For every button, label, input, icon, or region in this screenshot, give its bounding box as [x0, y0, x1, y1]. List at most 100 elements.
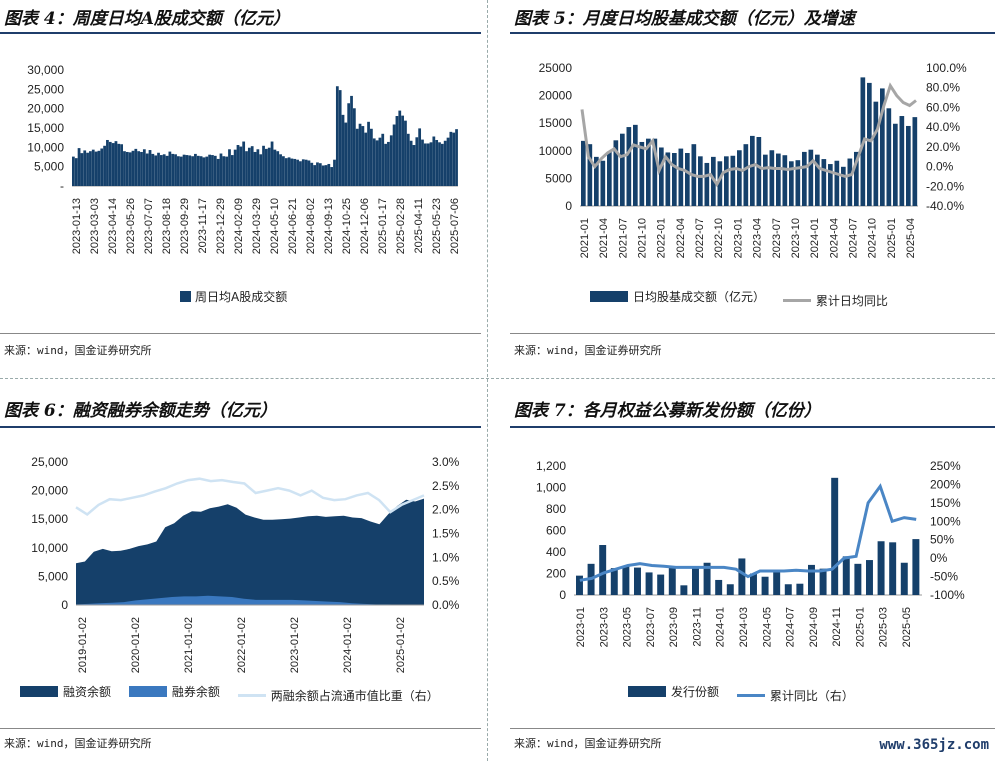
bar	[310, 162, 314, 186]
bar	[821, 159, 827, 206]
line-series-yoy	[580, 82, 917, 188]
bar	[854, 151, 859, 206]
y-tick-label-left: 0	[61, 598, 68, 612]
bar	[776, 153, 781, 206]
bar	[108, 141, 112, 186]
bar	[828, 164, 833, 206]
bar	[659, 147, 664, 206]
bar	[867, 82, 872, 206]
legend-label: 累计日均同比	[815, 294, 888, 308]
y-tick-label: 30,000	[27, 63, 64, 77]
bar	[293, 158, 297, 186]
bar	[387, 141, 390, 186]
y-tick-label-left: 200	[546, 567, 566, 581]
bar	[657, 574, 665, 595]
bar	[100, 148, 104, 186]
margin-balance-chart: 0 5,000 10,000 15,000 20,000 25,000 0.0% 0.5% 1.…	[31, 455, 460, 673]
legend-swatch-bar	[590, 291, 628, 302]
bar	[384, 143, 387, 186]
bar	[273, 149, 277, 186]
bar	[216, 158, 220, 186]
x-tick-label: 2023-09-29	[179, 198, 191, 254]
source-note: 来源：wind，国金证券研究所	[514, 737, 662, 750]
x-tick-label: 2023-07	[645, 607, 657, 647]
bar	[162, 154, 166, 186]
bar	[808, 149, 814, 206]
chart-legend: 发行份额 累计同比（右）	[628, 683, 868, 704]
bar	[276, 151, 280, 186]
bar	[77, 148, 81, 186]
bar	[355, 128, 359, 186]
bar	[94, 151, 98, 186]
bar	[698, 156, 703, 206]
x-tick-label: 2024-01	[809, 218, 821, 258]
bar	[247, 147, 251, 186]
bar	[318, 163, 322, 186]
fund-issuance-chart: 0 200 400 600 800 1,000 1,200 -100% -50% 0% 50% 100…	[536, 459, 965, 647]
y-tick-label-left: 15,000	[31, 512, 68, 526]
bar	[795, 160, 801, 206]
bar	[361, 126, 365, 186]
y-tick-label-left: 10,000	[31, 541, 68, 555]
bar	[174, 154, 177, 186]
panel-fund-issuance: 图表 7：各月权益公募新发份额（亿份） 0 200 400 600 800 1,000 1,…	[490, 392, 995, 761]
source-note: 来源：wind，国金证券研究所	[4, 344, 152, 357]
x-tick-label: 2025-01-02	[395, 617, 407, 673]
bar	[128, 152, 132, 186]
title-rule	[0, 426, 481, 428]
area-financing	[76, 498, 424, 605]
bar	[265, 148, 268, 186]
bar	[392, 124, 396, 186]
y-tick-label-left: 400	[546, 545, 566, 559]
x-tick-label: 2024-09-13	[323, 198, 335, 254]
y-tick-label-right: 0.0%	[432, 598, 460, 612]
vertical-divider	[487, 0, 488, 761]
y-tick-label-right: 100.0%	[926, 61, 967, 75]
bar	[242, 141, 246, 186]
bar	[610, 568, 618, 595]
bar	[906, 125, 911, 206]
bar	[324, 165, 328, 186]
bar	[802, 151, 807, 206]
bar	[125, 151, 129, 186]
y-tick-label-right: 250%	[930, 459, 961, 473]
bar	[665, 152, 671, 206]
legend-label: 周日均A股成交额	[195, 290, 288, 304]
bar	[613, 140, 619, 206]
bar	[279, 154, 282, 186]
bar	[634, 567, 641, 595]
bar	[284, 158, 288, 186]
y-tick-label: 15,000	[27, 121, 64, 135]
y-tick-label-left: 20,000	[31, 484, 68, 498]
bar	[750, 135, 755, 206]
bar	[89, 151, 92, 186]
bar	[773, 570, 781, 595]
bar	[738, 558, 746, 595]
bar	[80, 153, 84, 186]
y-tick-label-left: 15000	[539, 116, 573, 130]
bar	[145, 153, 149, 186]
bar	[401, 115, 404, 186]
bar	[594, 156, 599, 206]
bar	[866, 560, 873, 595]
bar	[889, 542, 897, 595]
bar	[159, 155, 163, 186]
bar	[179, 156, 183, 186]
source-note: 来源：wind，国金证券研究所	[514, 344, 662, 357]
bar	[358, 123, 362, 186]
y-tick-label-right: -40.0%	[926, 199, 964, 213]
x-tick-label: 2023-12-29	[215, 198, 227, 254]
source-rule	[0, 728, 481, 729]
bar	[142, 149, 146, 186]
x-tick-label: 2024-07	[847, 218, 859, 258]
x-tick-label: 2024-01	[715, 607, 727, 647]
y-tick-label-left: 5,000	[38, 569, 68, 583]
x-tick-label: 2025-07-06	[449, 198, 461, 254]
bar	[228, 149, 231, 186]
panel-monthly-turnover: 图表 5：月度日均股基成交额（亿元）及增速 0 5000 10000 15000 200…	[490, 0, 995, 378]
bar	[86, 152, 89, 186]
bar	[893, 123, 898, 206]
bar	[177, 156, 180, 186]
x-tick-label: 2019-01-02	[77, 617, 89, 673]
source-rule	[0, 333, 481, 334]
